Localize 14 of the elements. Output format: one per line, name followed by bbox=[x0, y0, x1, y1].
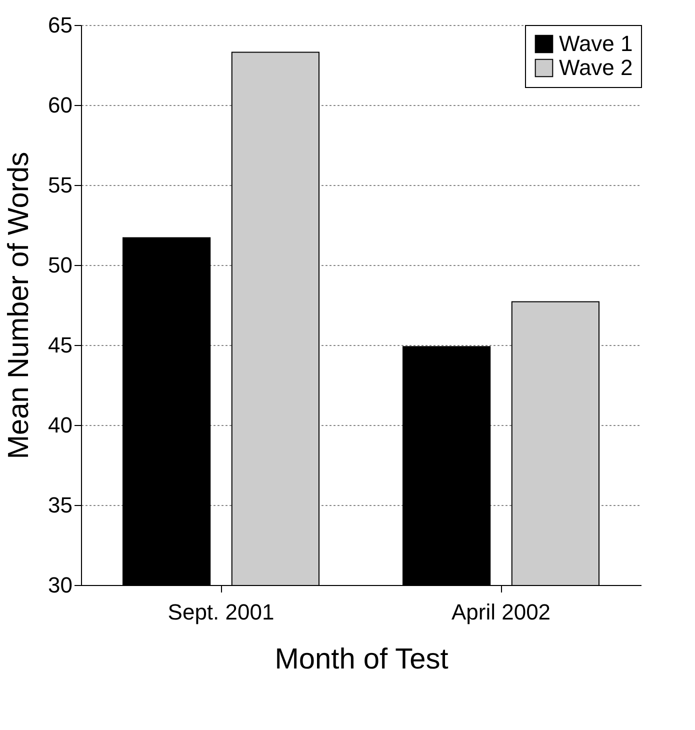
y-tick-label: 30 bbox=[48, 572, 72, 598]
legend-label: Wave 2 bbox=[559, 55, 633, 80]
y-tick-label: 60 bbox=[48, 92, 72, 118]
x-tick-label: April 2002 bbox=[451, 600, 551, 624]
y-axis-title: Mean Number of Words bbox=[3, 152, 36, 460]
y-tick-label: 65 bbox=[48, 12, 72, 38]
y-tick-label: 40 bbox=[48, 412, 72, 438]
y-tick-label: 55 bbox=[48, 172, 72, 198]
y-tick-label: 35 bbox=[48, 492, 72, 518]
x-axis-title: Month of Test bbox=[274, 644, 448, 676]
y-tick-label: 50 bbox=[48, 252, 72, 278]
y-tick-label: 45 bbox=[48, 332, 72, 358]
legend-label: Wave 1 bbox=[559, 31, 633, 56]
x-tick-label: Sept. 2001 bbox=[168, 600, 274, 624]
